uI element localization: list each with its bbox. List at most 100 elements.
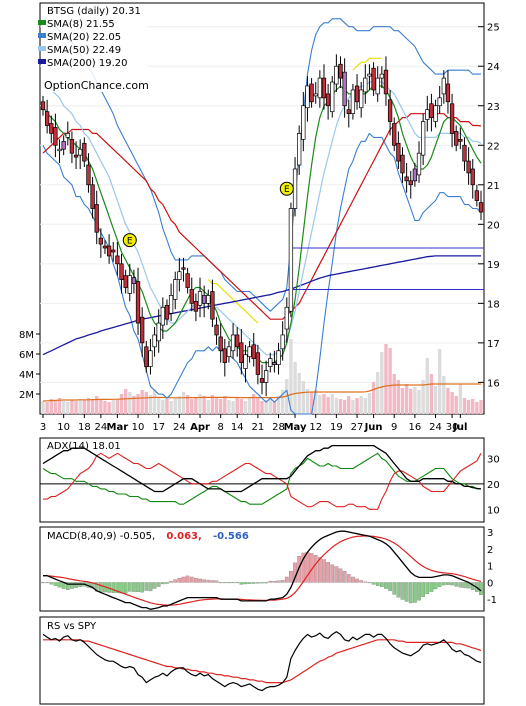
rs-label: RS vs SPY [47, 621, 97, 632]
candle-body [470, 168, 475, 186]
macd-histogram-bar [450, 582, 454, 586]
volume-bar [301, 381, 306, 414]
earnings-marker [122, 233, 137, 248]
candle-body [243, 354, 248, 369]
macd-histogram-bar [247, 582, 252, 584]
legend-swatch-sma50 [38, 46, 46, 51]
macd-histogram-bar [49, 582, 54, 585]
volume-bar [202, 396, 206, 414]
volume-bar [425, 358, 429, 414]
volume-bar [111, 400, 115, 414]
band-highlight-line [352, 57, 382, 71]
rs-average-line [43, 639, 482, 684]
candle-body [272, 362, 277, 365]
volume-bar [413, 387, 417, 414]
macd-histogram-bar [355, 578, 359, 583]
volume-bar [268, 398, 272, 414]
volume-bar [347, 396, 351, 414]
date-tick-label: 9 [391, 422, 397, 433]
volume-bar [375, 372, 380, 414]
volume-bar [380, 352, 384, 414]
macd-histogram-bar [371, 582, 376, 585]
candle-body [392, 123, 397, 146]
date-tick-label: 10 [57, 422, 70, 433]
macd-histogram-bar [65, 582, 70, 590]
volume-bar [454, 396, 458, 414]
volume-bar [198, 394, 202, 414]
macd-histogram-bar [297, 556, 302, 583]
macd-histogram-bar [45, 582, 49, 584]
volume-bar [252, 394, 256, 414]
candle-body [445, 83, 451, 103]
legend-box [43, 4, 147, 92]
macd-histogram-bar [169, 581, 173, 583]
candle-body [123, 275, 128, 288]
volume-bar [95, 396, 99, 414]
volume-bar [169, 401, 173, 414]
volume-bar [351, 400, 355, 414]
volume-bar [103, 401, 107, 414]
macd-histogram-bar [115, 582, 120, 594]
macd-histogram-bar [144, 582, 149, 591]
candle-body [255, 352, 261, 375]
macd-histogram-bar [392, 582, 397, 595]
volume-bar [239, 399, 244, 414]
candle-body [152, 334, 157, 348]
legend-swatch-sma8 [38, 20, 46, 25]
macd-histogram-bar [264, 582, 268, 584]
macd-histogram-bar [346, 574, 351, 583]
adx-panel-frame [39, 437, 485, 523]
macd-histogram-bar [384, 582, 388, 589]
candle-body [156, 322, 161, 342]
volume-bar [442, 376, 446, 414]
volume-bar [309, 392, 314, 414]
sma200-line [42, 255, 481, 356]
volume-bar [49, 399, 53, 414]
volume-bar [305, 389, 310, 414]
macd-label-group: MACD(8,40,9) -0.505, 0.063, -0.566 [47, 531, 249, 542]
volume-tick-label: 6M [19, 350, 34, 361]
macd-histogram-bar [351, 576, 355, 583]
volume-bar [446, 388, 450, 414]
macd-histogram-bar [458, 582, 463, 588]
macd-hist-value: -0.566 [213, 531, 249, 542]
volume-bar [264, 400, 268, 414]
candle-body [135, 281, 141, 324]
rs-lines [42, 631, 482, 692]
bollinger-lower-line [42, 132, 482, 415]
candle-body [462, 144, 467, 162]
macd-histogram-bar [57, 582, 62, 588]
volume-bar [458, 384, 463, 414]
macd-histogram-bar [53, 582, 58, 586]
candle-body [268, 358, 273, 367]
volume-bar [140, 390, 144, 414]
macd-histogram-bar [156, 582, 161, 587]
volume-bar [57, 398, 62, 414]
volume-bar [66, 402, 70, 414]
candle-body [474, 190, 480, 201]
candle-body [78, 148, 83, 156]
candle-body [325, 93, 331, 107]
candle-body [94, 204, 99, 233]
candle-body [412, 168, 418, 182]
volume-bar [342, 400, 347, 414]
candle-body [437, 97, 442, 107]
candle-body [206, 295, 211, 304]
earnings-marker-label: E [127, 237, 133, 247]
candle-body [164, 304, 170, 320]
candle-body [218, 336, 223, 352]
candle-body [297, 133, 302, 166]
macd-histogram-bar [313, 554, 318, 583]
date-tick-label: Apr [190, 422, 210, 433]
price-tick-label: 20 [487, 220, 500, 231]
date-tick-label: 3 [40, 422, 46, 433]
macd-histogram-bar [330, 564, 335, 583]
price-tick-label: 24 [487, 62, 500, 73]
macd-histogram-bar [462, 582, 467, 589]
volume-bar [272, 401, 277, 414]
volume-bar [247, 397, 252, 414]
date-tick-label: 18 [78, 422, 91, 433]
volume-bar [367, 393, 372, 414]
date-tick-label: Jul [452, 422, 467, 433]
candle-body [280, 334, 285, 350]
